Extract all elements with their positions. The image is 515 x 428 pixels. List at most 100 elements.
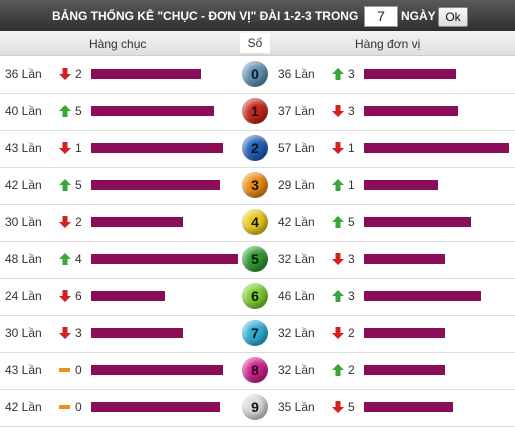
count-label: 35 Lần bbox=[278, 400, 315, 414]
change-value: 2 bbox=[348, 363, 355, 377]
trend-arrow bbox=[332, 142, 344, 154]
count-bar bbox=[91, 69, 202, 79]
count-label: 43 Lần bbox=[5, 141, 42, 155]
trend-arrow bbox=[59, 327, 71, 339]
ok-button[interactable]: Ok bbox=[438, 7, 468, 27]
number-ball: 8 bbox=[242, 357, 268, 383]
count-label: 36 Lần bbox=[5, 67, 42, 81]
change-value: 3 bbox=[348, 252, 355, 266]
row: 43 Lần 0 8 32 Lần 2 bbox=[0, 352, 515, 390]
change-value: 3 bbox=[348, 67, 355, 81]
row: 40 Lần 5 1 37 Lần 3 bbox=[0, 93, 515, 131]
count-label: 42 Lần bbox=[5, 400, 42, 414]
count-label: 24 Lần bbox=[5, 289, 42, 303]
number-ball: 6 bbox=[242, 283, 268, 309]
trend-arrow bbox=[332, 401, 344, 413]
row: 48 Lần 4 5 32 Lần 3 bbox=[0, 241, 515, 279]
trend-arrow bbox=[332, 290, 344, 302]
count-bar bbox=[364, 402, 454, 412]
count-label: 42 Lần bbox=[5, 178, 42, 192]
count-label: 29 Lần bbox=[278, 178, 315, 192]
number-ball: 7 bbox=[242, 320, 268, 346]
change-value: 1 bbox=[348, 141, 355, 155]
trend-arrow bbox=[332, 327, 344, 339]
count-bar bbox=[91, 402, 220, 412]
count-bar bbox=[91, 291, 165, 301]
number-ball: 1 bbox=[242, 98, 268, 124]
change-value: 1 bbox=[75, 141, 82, 155]
change-value: 1 bbox=[348, 178, 355, 192]
count-label: 46 Lần bbox=[278, 289, 315, 303]
count-bar bbox=[91, 328, 183, 338]
count-bar bbox=[91, 143, 223, 153]
change-value: 5 bbox=[75, 178, 82, 192]
trend-arrow bbox=[59, 216, 71, 228]
change-value: 5 bbox=[75, 104, 82, 118]
change-value: 3 bbox=[75, 326, 82, 340]
change-value: 0 bbox=[75, 400, 82, 414]
change-value: 2 bbox=[348, 326, 355, 340]
trend-arrow bbox=[332, 364, 344, 376]
trend-arrow bbox=[59, 105, 71, 117]
row: 30 Lần 3 7 32 Lần 2 bbox=[0, 315, 515, 353]
row: 30 Lần 2 4 42 Lần 5 bbox=[0, 204, 515, 242]
trend-arrow bbox=[59, 401, 71, 413]
change-value: 5 bbox=[348, 400, 355, 414]
count-label: 40 Lần bbox=[5, 104, 42, 118]
trend-arrow bbox=[59, 364, 71, 376]
count-label: 48 Lần bbox=[5, 252, 42, 266]
header-bar: BẢNG THỐNG KÊ "CHỤC - ĐƠN VỊ" ĐÀI 1-2-3 … bbox=[0, 0, 515, 31]
change-value: 0 bbox=[75, 363, 82, 377]
count-bar bbox=[91, 254, 238, 264]
count-bar bbox=[364, 254, 446, 264]
count-bar bbox=[91, 365, 223, 375]
count-bar bbox=[364, 143, 509, 153]
days-unit: NGÀY bbox=[401, 9, 436, 23]
change-value: 2 bbox=[75, 215, 82, 229]
column-left: Hàng chục bbox=[89, 37, 147, 51]
count-label: 37 Lần bbox=[278, 104, 315, 118]
number-ball: 4 bbox=[242, 209, 268, 235]
count-label: 32 Lần bbox=[278, 363, 315, 377]
count-bar bbox=[364, 217, 471, 227]
count-bar bbox=[91, 106, 214, 116]
change-value: 2 bbox=[75, 67, 82, 81]
count-bar bbox=[364, 291, 482, 301]
trend-arrow bbox=[332, 253, 344, 265]
row: 42 Lần 5 3 29 Lần 1 bbox=[0, 167, 515, 205]
count-bar bbox=[364, 180, 438, 190]
count-bar bbox=[91, 180, 220, 190]
trend-arrow bbox=[59, 142, 71, 154]
count-bar bbox=[91, 217, 183, 227]
trend-arrow bbox=[59, 290, 71, 302]
count-bar bbox=[364, 106, 459, 116]
count-label: 57 Lần bbox=[278, 141, 315, 155]
count-bar bbox=[364, 69, 456, 79]
row: 24 Lần 6 6 46 Lần 3 bbox=[0, 278, 515, 316]
number-ball: 9 bbox=[242, 394, 268, 420]
column-right: Hàng đơn vị bbox=[355, 37, 421, 51]
trend-arrow bbox=[332, 216, 344, 228]
count-label: 32 Lần bbox=[278, 252, 315, 266]
number-ball: 5 bbox=[242, 246, 268, 272]
row: 42 Lần 0 9 35 Lần 5 bbox=[0, 389, 515, 427]
number-ball: 3 bbox=[242, 172, 268, 198]
trend-arrow bbox=[59, 68, 71, 80]
count-label: 32 Lần bbox=[278, 326, 315, 340]
change-value: 3 bbox=[348, 104, 355, 118]
number-ball: 0 bbox=[242, 61, 268, 87]
count-bar bbox=[364, 365, 446, 375]
trend-arrow bbox=[332, 179, 344, 191]
column-header: Hàng chục Số Hàng đơn vị bbox=[0, 31, 515, 56]
change-value: 5 bbox=[348, 215, 355, 229]
trend-arrow bbox=[59, 179, 71, 191]
change-value: 4 bbox=[75, 252, 82, 266]
trend-arrow bbox=[332, 68, 344, 80]
count-label: 36 Lần bbox=[278, 67, 315, 81]
row: 43 Lần 1 2 57 Lần 1 bbox=[0, 130, 515, 168]
days-input[interactable]: 7 bbox=[364, 6, 398, 27]
number-ball: 2 bbox=[242, 135, 268, 161]
column-middle: Số bbox=[240, 33, 270, 53]
count-bar bbox=[364, 328, 446, 338]
